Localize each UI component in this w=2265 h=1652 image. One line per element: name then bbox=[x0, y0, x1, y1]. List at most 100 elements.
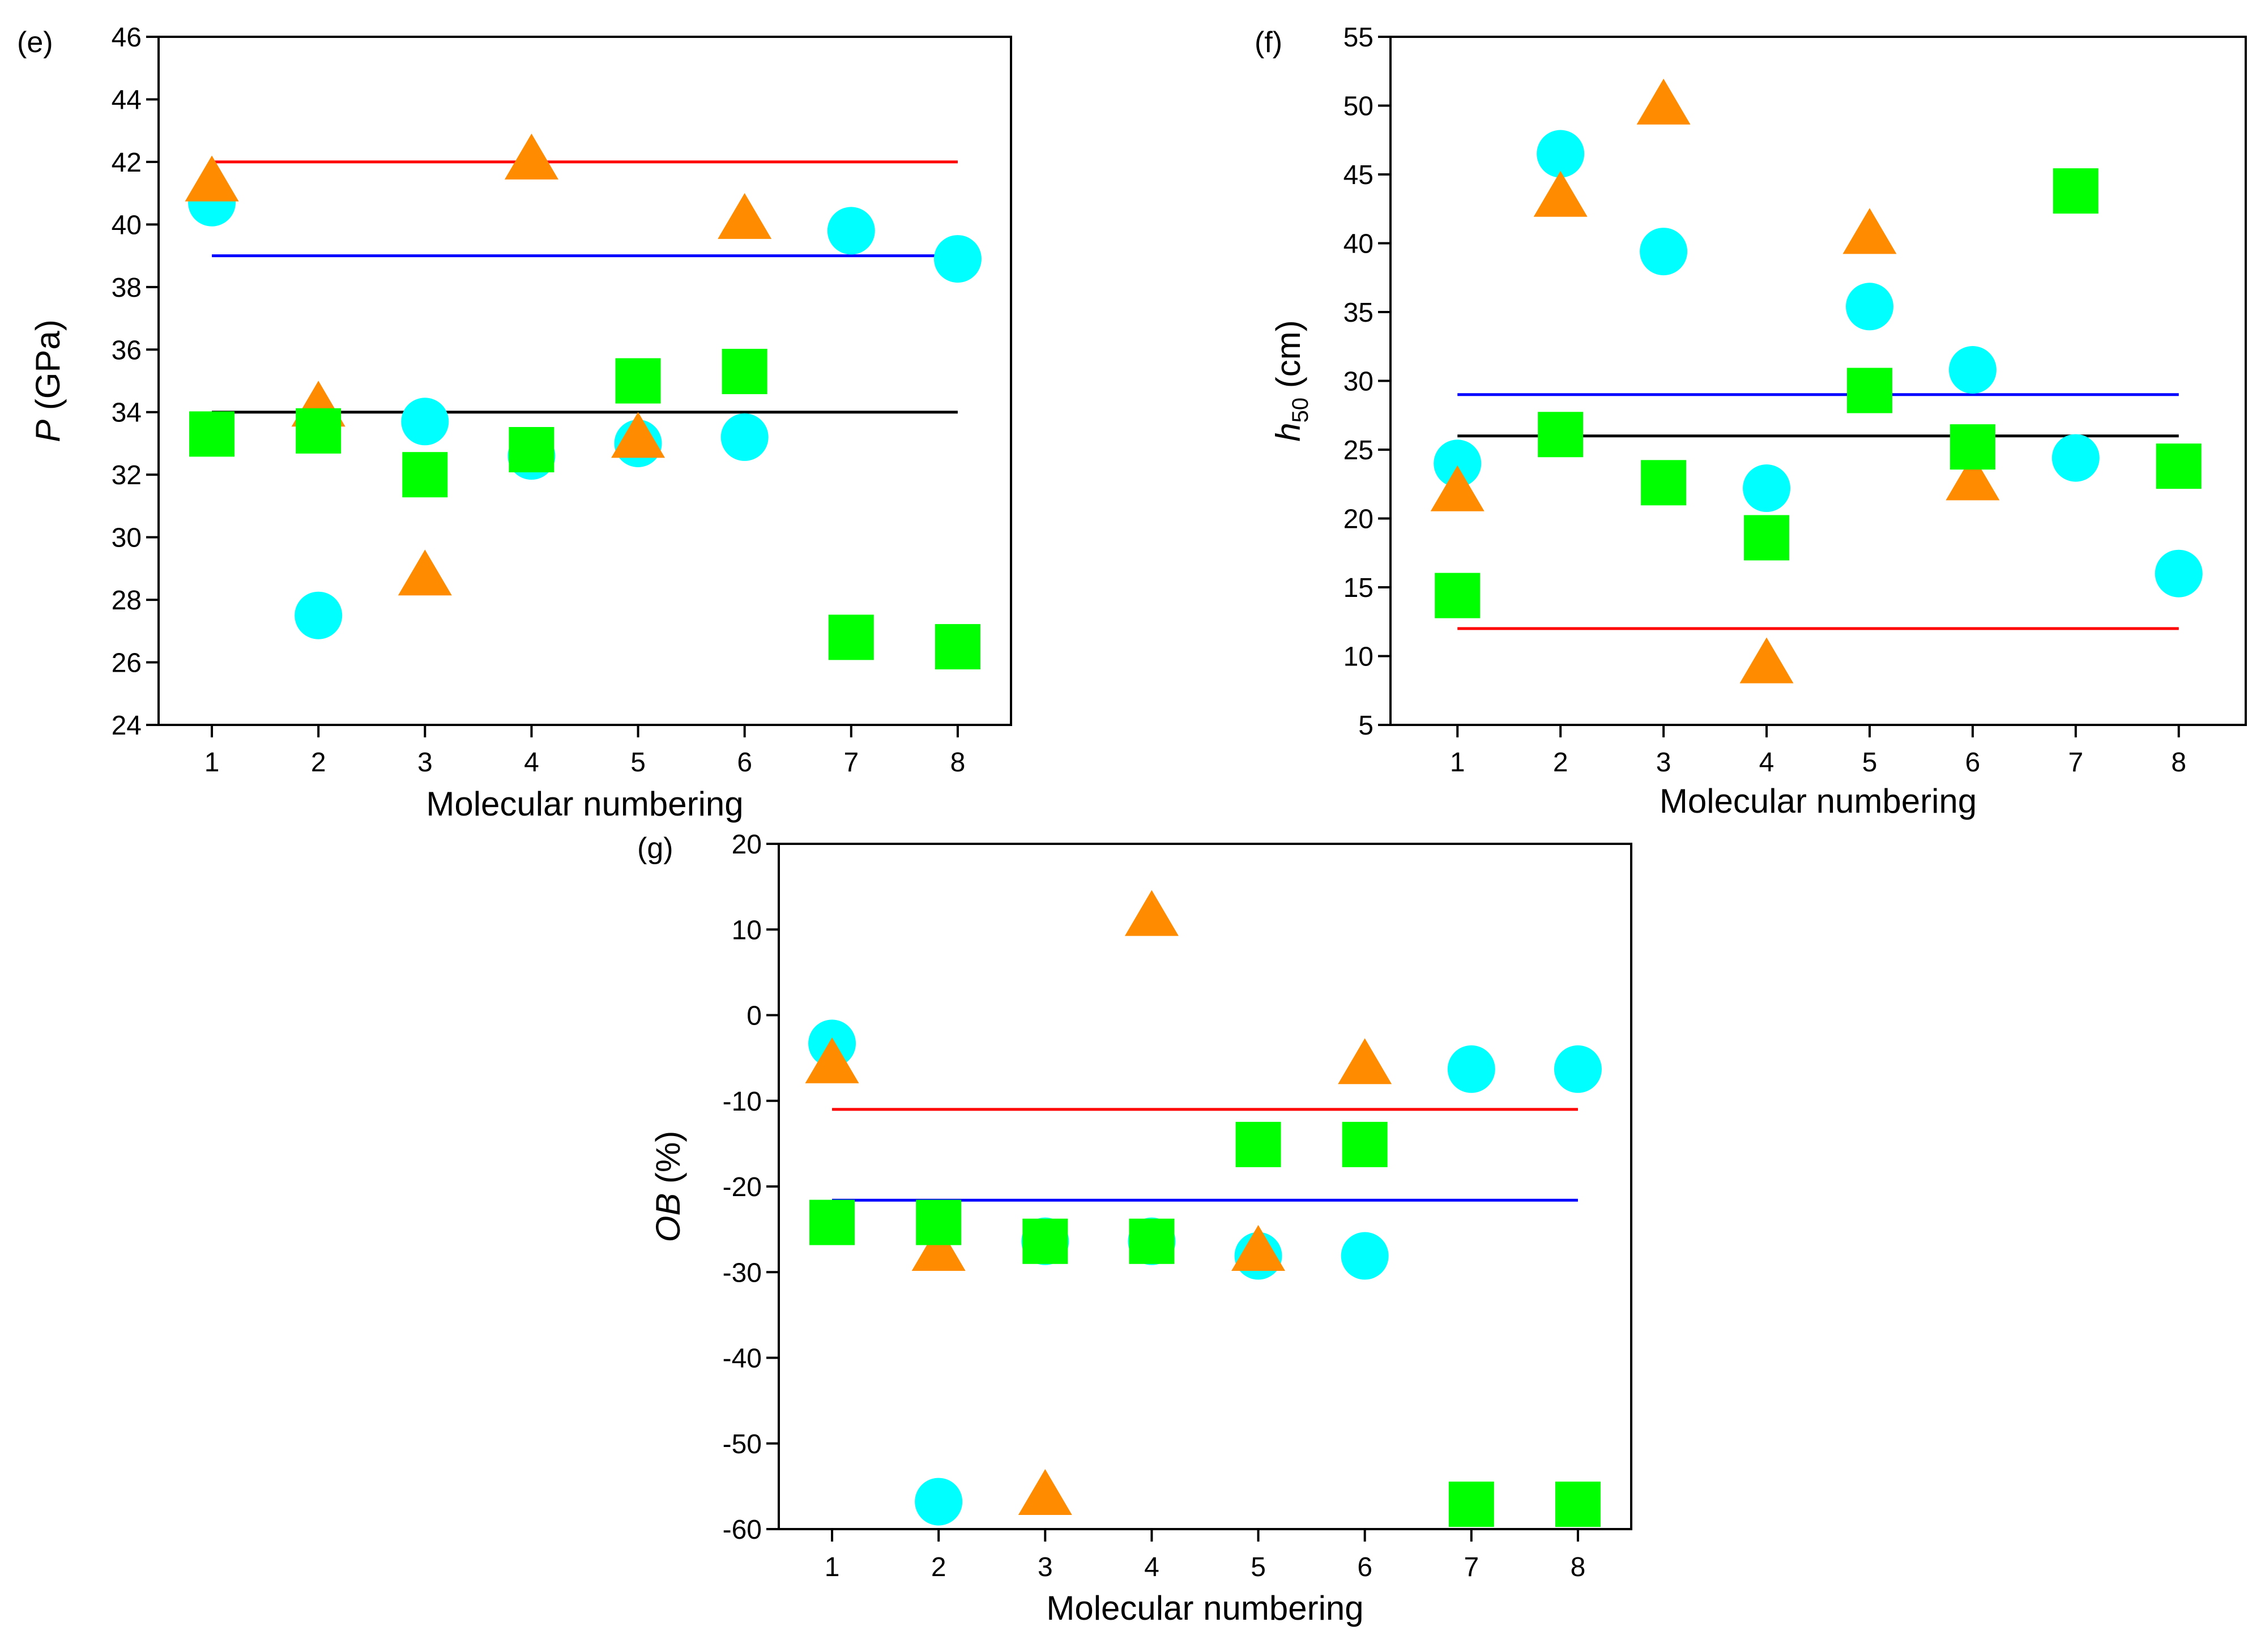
y-tick-label: 26 bbox=[112, 648, 142, 678]
point-circle bbox=[915, 1478, 963, 1526]
y-axis-title: h50 (cm) bbox=[1269, 320, 1313, 442]
point-circle bbox=[295, 591, 343, 639]
y-tick-label: 40 bbox=[112, 210, 142, 240]
y-tick-label: 44 bbox=[112, 85, 142, 115]
point-triangle bbox=[718, 193, 772, 239]
y-axis-title: P (GPa) bbox=[29, 319, 67, 442]
x-tick-label: 3 bbox=[1038, 1552, 1053, 1582]
point-triangle bbox=[398, 549, 452, 596]
point-square bbox=[1448, 1482, 1494, 1527]
y-tick-label: -20 bbox=[723, 1172, 762, 1202]
x-tick-label: 3 bbox=[417, 748, 433, 778]
x-axis-title: Molecular numbering bbox=[1046, 1589, 1363, 1627]
x-tick-label: 8 bbox=[2171, 748, 2186, 778]
point-circle bbox=[1447, 1045, 1495, 1093]
point-circle bbox=[1341, 1232, 1389, 1280]
y-tick-label: 28 bbox=[112, 586, 142, 616]
y-tick-label: 24 bbox=[112, 711, 142, 741]
point-triangle bbox=[185, 155, 239, 202]
point-square bbox=[189, 411, 235, 457]
point-triangle bbox=[611, 412, 666, 458]
point-square bbox=[1129, 1218, 1175, 1264]
point-circle bbox=[827, 207, 875, 255]
point-triangle bbox=[1338, 1038, 1392, 1085]
point-triangle bbox=[1231, 1224, 1286, 1271]
plot-frame bbox=[157, 36, 1012, 726]
x-tick-label: 1 bbox=[825, 1552, 840, 1582]
y-axis-symbol: h bbox=[1269, 422, 1307, 441]
point-square bbox=[1555, 1482, 1601, 1527]
point-square bbox=[615, 358, 661, 404]
plot-frame bbox=[778, 843, 1632, 1530]
y-tick-label: -10 bbox=[723, 1087, 762, 1117]
y-tick-label: 10 bbox=[1343, 642, 1373, 672]
y-tick-label: -40 bbox=[723, 1344, 762, 1374]
y-tick-label: 45 bbox=[1343, 160, 1373, 190]
point-square bbox=[935, 624, 980, 669]
y-tick-label: 35 bbox=[1343, 298, 1373, 328]
point-circle bbox=[1948, 346, 1997, 394]
point-triangle bbox=[911, 1224, 966, 1271]
point-circle bbox=[2051, 434, 2100, 482]
x-tick-label: 2 bbox=[311, 748, 326, 778]
point-triangle bbox=[1842, 208, 1897, 254]
point-square bbox=[809, 1199, 855, 1245]
x-tick-label: 3 bbox=[1656, 748, 1671, 778]
point-triangle bbox=[1636, 78, 1691, 125]
y-axis-unit: (%) bbox=[649, 1131, 687, 1193]
x-tick-label: 2 bbox=[931, 1552, 946, 1582]
chart-panel-e: (e)1 2 3 4 5 6 7 8242628303234363840424446Molec… bbox=[17, 23, 1012, 823]
y-axis-title: OB (%) bbox=[649, 1131, 687, 1243]
x-tick-label: 2 bbox=[1553, 748, 1568, 778]
chart-panel-g: (g) 1 2 3 4 5 6 7 8 -60 -50 -40 -30 -20 -10 0 10 20 Molecu… bbox=[637, 830, 1632, 1627]
y-axis-unit: (GPa) bbox=[29, 319, 67, 420]
y-tick-label: 30 bbox=[1343, 367, 1373, 397]
point-square bbox=[1022, 1218, 1068, 1264]
point-square bbox=[2156, 443, 2202, 489]
point-square bbox=[828, 614, 874, 660]
point-square bbox=[296, 408, 342, 454]
panel-label: (g) bbox=[637, 832, 673, 865]
point-square bbox=[1435, 573, 1481, 618]
y-tick-label: 38 bbox=[112, 273, 142, 303]
point-circle bbox=[2155, 549, 2203, 597]
point-square bbox=[1744, 515, 1790, 561]
point-triangle bbox=[1018, 1469, 1072, 1516]
y-tick-label: -30 bbox=[723, 1258, 762, 1288]
x-tick-label: 5 bbox=[1251, 1552, 1266, 1582]
panel-label: (e) bbox=[17, 26, 53, 59]
y-tick-label: 20 bbox=[732, 830, 762, 860]
x-tick-label: 7 bbox=[2068, 748, 2083, 778]
point-square bbox=[2053, 168, 2098, 214]
point-square bbox=[916, 1199, 962, 1245]
y-tick-label: 15 bbox=[1343, 573, 1373, 603]
y-tick-label: 36 bbox=[112, 335, 142, 365]
plot-frame bbox=[1389, 36, 2247, 726]
point-circle bbox=[1434, 439, 1482, 488]
x-axis-title: Molecular numbering bbox=[1660, 782, 1977, 820]
point-square bbox=[509, 427, 554, 472]
point-circle bbox=[401, 398, 449, 446]
point-circle bbox=[720, 413, 769, 461]
x-tick-label: 6 bbox=[1965, 748, 1981, 778]
point-circle bbox=[1537, 130, 1585, 178]
y-tick-label: 55 bbox=[1343, 23, 1373, 53]
point-triangle bbox=[1946, 454, 2000, 501]
point-circle bbox=[1845, 283, 1893, 331]
point-circle bbox=[933, 235, 982, 283]
panel-label: (f) bbox=[1255, 26, 1282, 59]
y-tick-label: 50 bbox=[1343, 92, 1373, 122]
x-tick-label: 7 bbox=[843, 748, 859, 778]
point-square bbox=[1641, 460, 1687, 506]
point-circle bbox=[1554, 1045, 1602, 1093]
point-circle bbox=[1743, 464, 1791, 513]
x-tick-label: 1 bbox=[1450, 748, 1465, 778]
point-triangle bbox=[1739, 637, 1794, 684]
point-square bbox=[1342, 1121, 1388, 1167]
y-tick-label: 46 bbox=[112, 23, 142, 53]
x-tick-label: 8 bbox=[1571, 1552, 1586, 1582]
y-axis-subscript: 50 bbox=[1288, 398, 1313, 423]
x-tick-label: 1 bbox=[204, 748, 220, 778]
point-triangle bbox=[1430, 465, 1485, 511]
x-tick-label: 6 bbox=[737, 748, 752, 778]
